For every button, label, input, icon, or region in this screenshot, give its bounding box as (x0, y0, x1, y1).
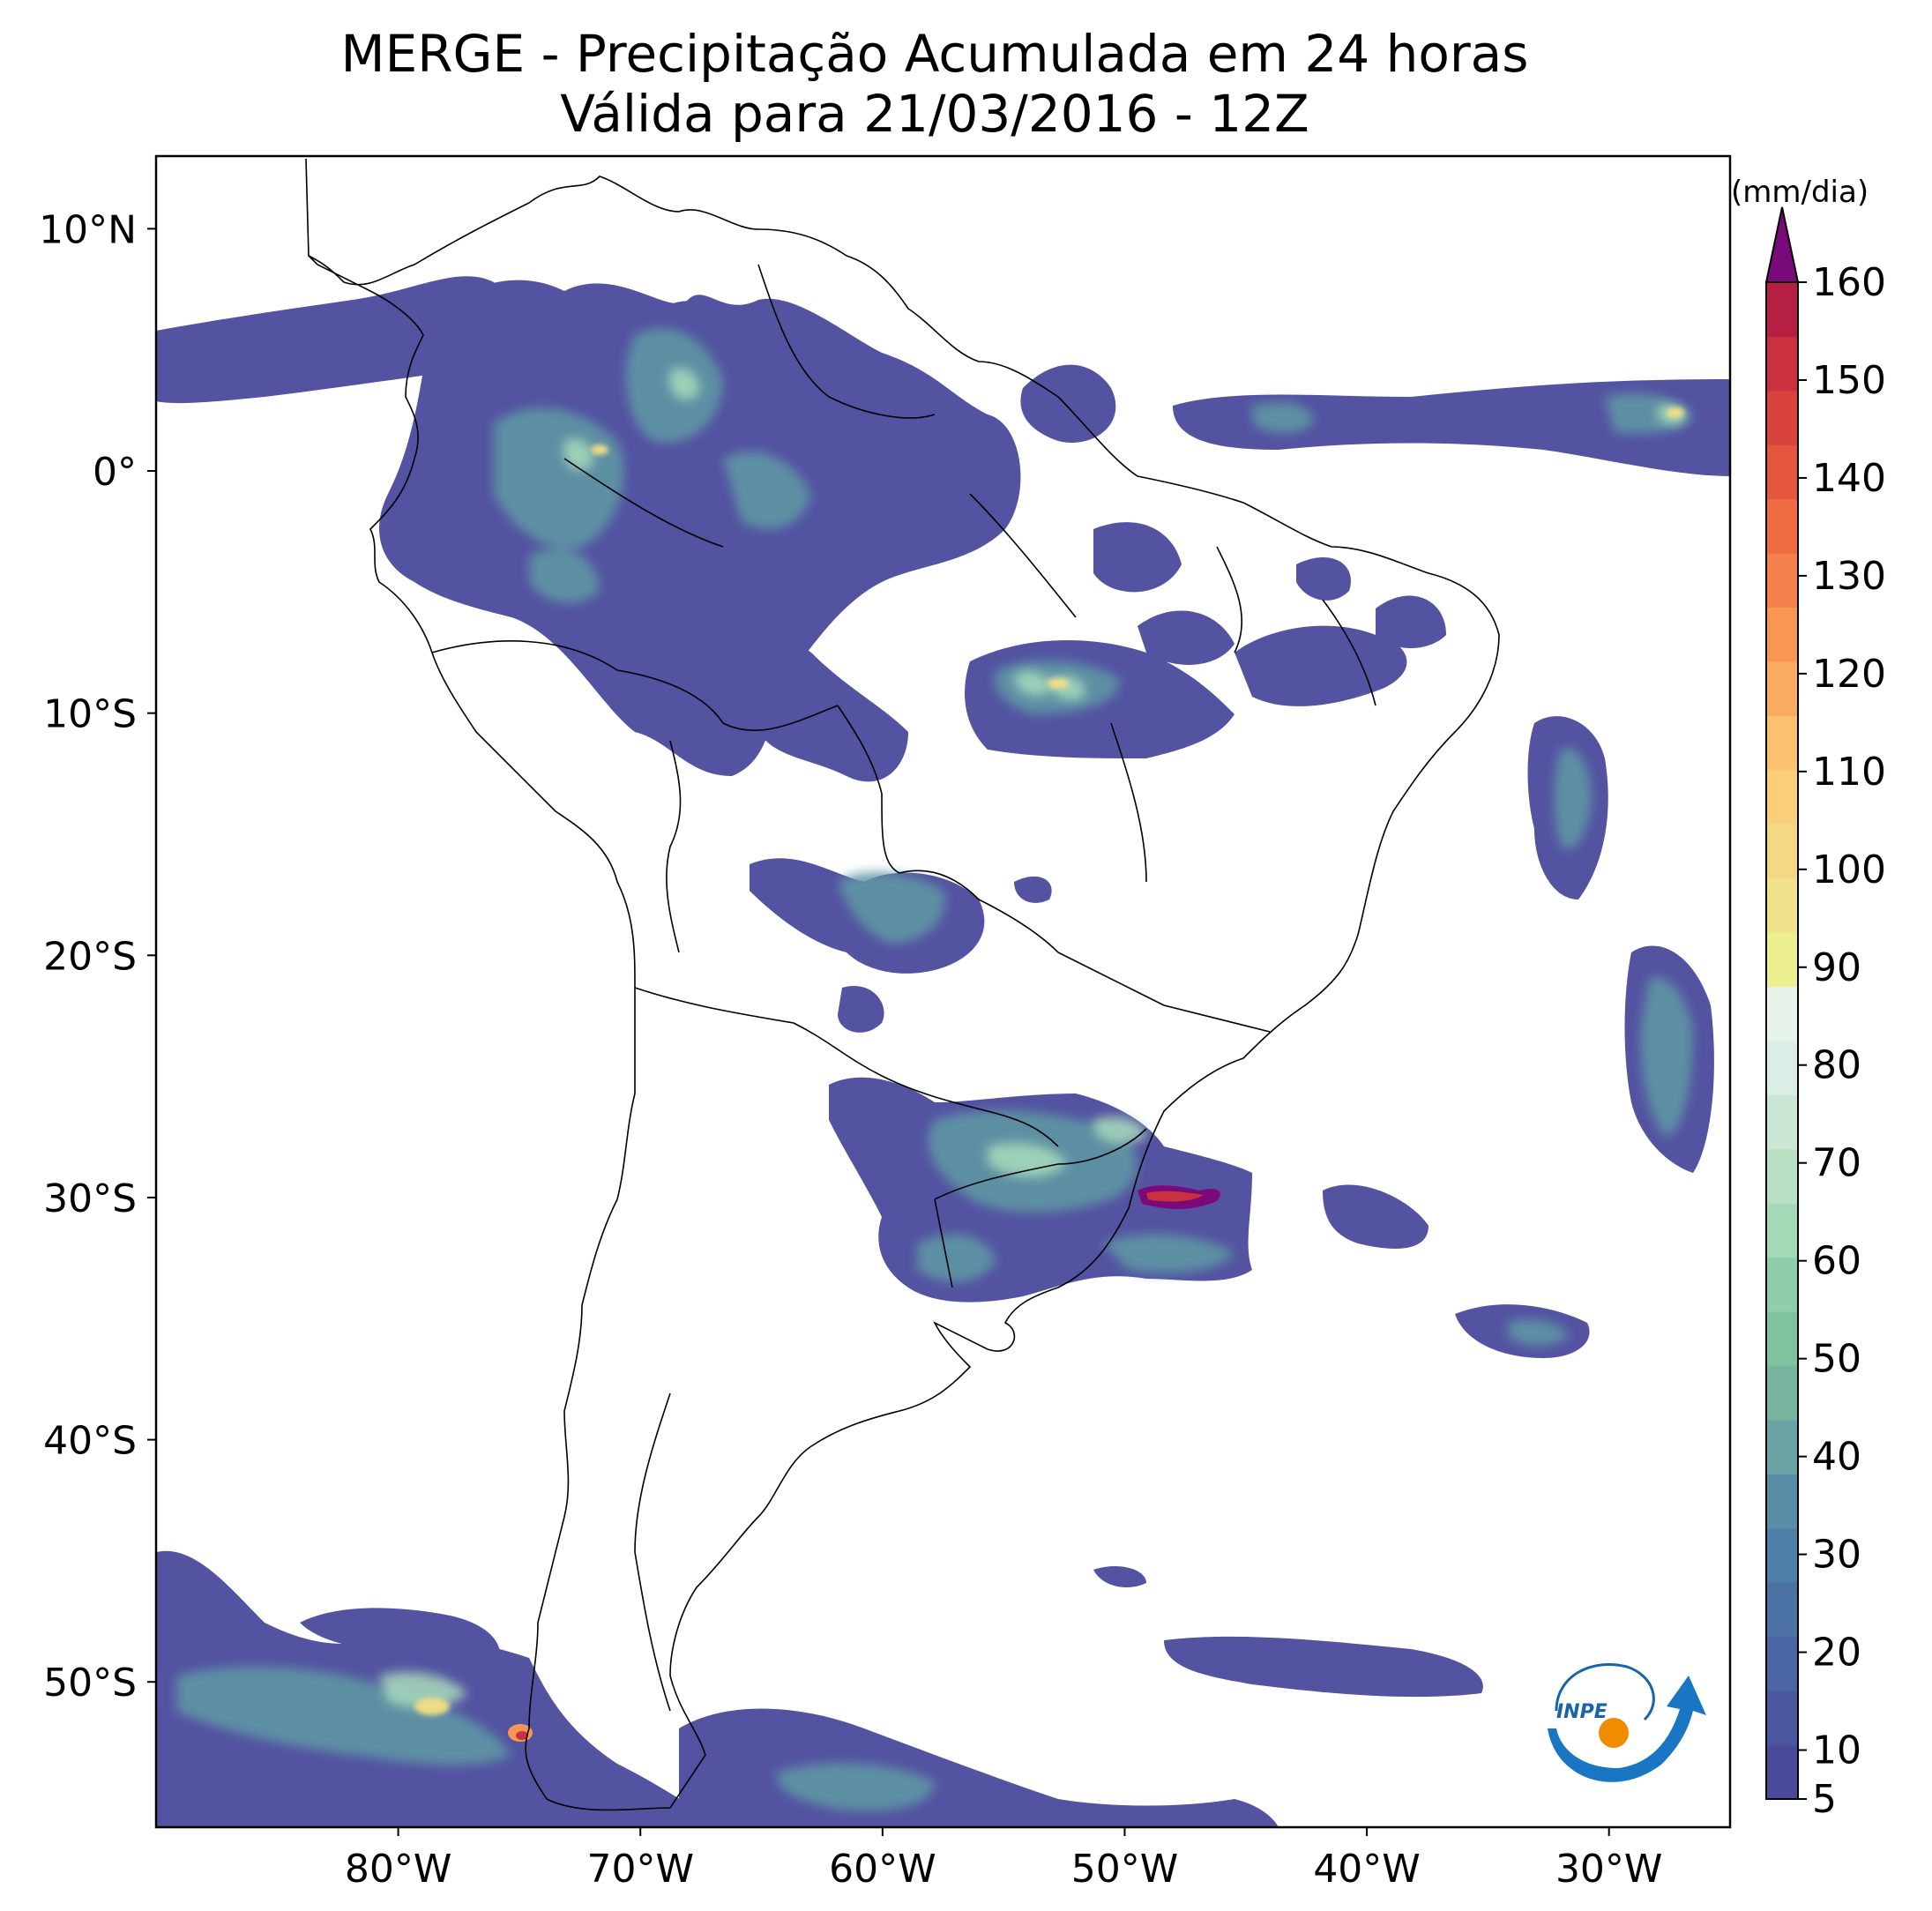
colorbar-tick-label: 80 (1812, 1043, 1861, 1088)
precipitation-field (156, 276, 1730, 1827)
colorbar-tick-label: 90 (1812, 945, 1861, 990)
colorbar-tick-label: 30 (1812, 1533, 1861, 1578)
colorbar-segment (1766, 932, 1798, 988)
colorbar-segment (1766, 444, 1798, 500)
coastline (305, 158, 1500, 1811)
colorbar-extend-arrow (1764, 206, 1800, 283)
colorbar-segment (1766, 1420, 1798, 1474)
lat-tick-label: 20°S (43, 934, 137, 979)
lon-tick-label: 40°W (1313, 1847, 1421, 1892)
colorbar-tick-label: 70 (1812, 1141, 1861, 1186)
colorbar-tick-label: 140 (1812, 456, 1886, 501)
colorbar-segment (1766, 553, 1798, 608)
lat-tick-label: 30°S (43, 1176, 137, 1221)
colorbar-segment (1766, 282, 1798, 337)
lat-tick-label: 0° (93, 450, 137, 495)
colorbar-segment (1766, 824, 1798, 879)
colorbar-tick-label: 60 (1812, 1239, 1861, 1284)
lon-tick-label: 30°W (1555, 1847, 1663, 1892)
logo-text: INPE (1556, 1701, 1608, 1723)
colorbar-segment (1766, 1744, 1798, 1800)
colorbar-tick-label: 110 (1812, 750, 1886, 795)
colorbar-segment (1766, 1365, 1798, 1421)
colorbar-tick-label: 160 (1812, 260, 1886, 305)
lat-tick-label: 50°S (43, 1661, 137, 1706)
colorbar-segment (1766, 1636, 1798, 1691)
latitude-axis: 10°N 0° 10°S 20°S 30°S 40°S 50°S (39, 207, 156, 1706)
map-title: MERGE - Precipitação Acumulada em 24 hor… (340, 24, 1529, 84)
colorbar-tick-label: 150 (1812, 358, 1886, 403)
colorbar-segment (1766, 1094, 1798, 1150)
colorbar-segment (1766, 1311, 1798, 1367)
colorbar-tick-label: 100 (1812, 847, 1886, 892)
colorbar-segment (1766, 769, 1798, 825)
colorbar: 510 20 30 40 50 60 70 80 90 100 110 120 130 140 150 160 (1764, 206, 1886, 1822)
map-frame (154, 154, 1732, 1829)
colorbar-tick-label: 5 (1812, 1777, 1837, 1822)
colorbar-tick-label: 10 (1812, 1728, 1861, 1773)
colorbar-segment (1766, 498, 1798, 554)
colorbar-tick-label: 20 (1812, 1631, 1861, 1676)
colorbar-tick-label: 120 (1812, 652, 1886, 697)
colorbar-segment (1766, 1474, 1798, 1529)
lat-tick-label: 10°S (43, 692, 137, 737)
colorbar-segment (1766, 1582, 1798, 1638)
map-subtitle: Válida para 21/03/2016 - 12Z (560, 84, 1309, 144)
colorbar-segment (1766, 877, 1798, 933)
colorbar-segment (1766, 1203, 1798, 1258)
lat-tick-label: 10°N (39, 207, 137, 252)
colorbar-segment (1766, 1041, 1798, 1095)
colorbar-segment (1766, 1527, 1798, 1583)
colorbar-tick-label: 50 (1812, 1337, 1861, 1382)
colorbar-segment (1766, 1257, 1798, 1312)
colorbar-segment (1766, 715, 1798, 771)
colorbar-segment (1766, 390, 1798, 445)
lat-tick-label: 40°S (43, 1419, 137, 1464)
lon-tick-label: 70°W (586, 1847, 694, 1892)
colorbar-tick-label: 40 (1812, 1435, 1861, 1480)
inpe-logo: INPE (1548, 1662, 1706, 1782)
colorbar-segment (1766, 986, 1798, 1041)
longitude-axis: 80°W 70°W 60°W 50°W 40°W 30°W (345, 1827, 1663, 1892)
colorbar-segment (1766, 1691, 1798, 1746)
colorbar-segment (1766, 336, 1798, 392)
colorbar-tick-label: 130 (1812, 554, 1886, 599)
colorbar-segment (1766, 1148, 1798, 1204)
lon-tick-label: 80°W (345, 1847, 452, 1892)
lon-tick-label: 60°W (829, 1847, 936, 1892)
colorbar-segment (1766, 607, 1798, 662)
lon-tick-label: 50°W (1071, 1847, 1179, 1892)
colorbar-segment (1766, 661, 1798, 716)
colorbar-unit-label: (mm/dia) (1731, 175, 1869, 210)
